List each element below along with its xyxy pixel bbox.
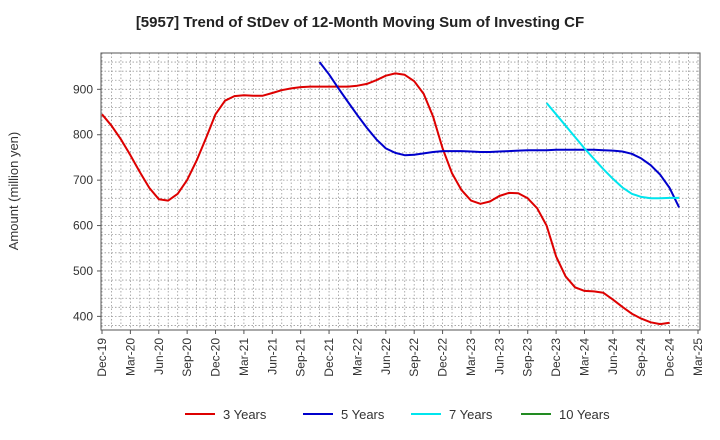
legend-label: 5 Years [341,407,385,422]
legend-item-5-years: 5 Years [303,407,385,422]
x-tick-label: Jun-23 [492,338,506,375]
x-tick-label: Dec-21 [322,338,336,377]
x-tick-label: Sep-20 [180,338,194,377]
x-tick-label: Jun-21 [265,338,279,375]
x-tick-label: Jun-22 [379,338,393,375]
y-tick-label: 800 [73,128,93,142]
x-tick-label: Dec-23 [549,338,563,377]
plot-area: 400 500 600 700 800 900 Dec-19 Mar-20 Jun-20 Sep-… [73,52,705,377]
legend-label: 7 Years [449,407,493,422]
series-line-7-years [545,102,680,200]
legend-item-7-years: 7 Years [411,407,493,422]
x-tick-label: Mar-21 [237,338,251,376]
x-tick-label: Dec-20 [209,338,223,377]
y-tick-label: 600 [73,219,93,233]
legend-item-10-years: 10 Years [521,407,610,422]
series-line-3-years [101,72,670,326]
y-tick-label: 500 [73,264,93,278]
x-tick-label: Jun-20 [152,338,166,375]
x-tick-label: Dec-24 [663,338,677,377]
x-tick-label: Mar-23 [464,338,478,376]
plot-frame [100,52,701,331]
x-tick-label: Mar-25 [691,338,705,376]
x-tick-label: Dec-19 [95,338,109,377]
x-tick-label: Sep-24 [634,338,648,377]
chart-title: [5957] Trend of StDev of 12-Month Moving… [136,14,584,31]
x-tick-label: Mar-24 [577,338,591,376]
legend: 3 Years 5 Years 7 Years 10 Years [185,407,610,422]
legend-label: 3 Years [223,407,267,422]
y-tick-label: 900 [73,82,93,96]
x-tick-label: Sep-22 [407,338,421,377]
x-tick-label: Mar-20 [123,338,137,376]
x-tick-label: Jun-24 [606,338,620,375]
legend-item-3-years: 3 Years [185,407,267,422]
series-line-5-years [318,61,680,208]
legend-label: 10 Years [559,407,610,422]
y-axis-label: Amount (million yen) [6,132,21,251]
x-tick-label: Sep-23 [521,338,535,377]
y-tick-label: 700 [73,173,93,187]
x-tick-label: Mar-22 [350,338,364,376]
y-tick-label: 400 [73,309,93,323]
x-tick-label: Sep-21 [294,338,308,377]
x-tick-label: Dec-22 [436,338,450,377]
